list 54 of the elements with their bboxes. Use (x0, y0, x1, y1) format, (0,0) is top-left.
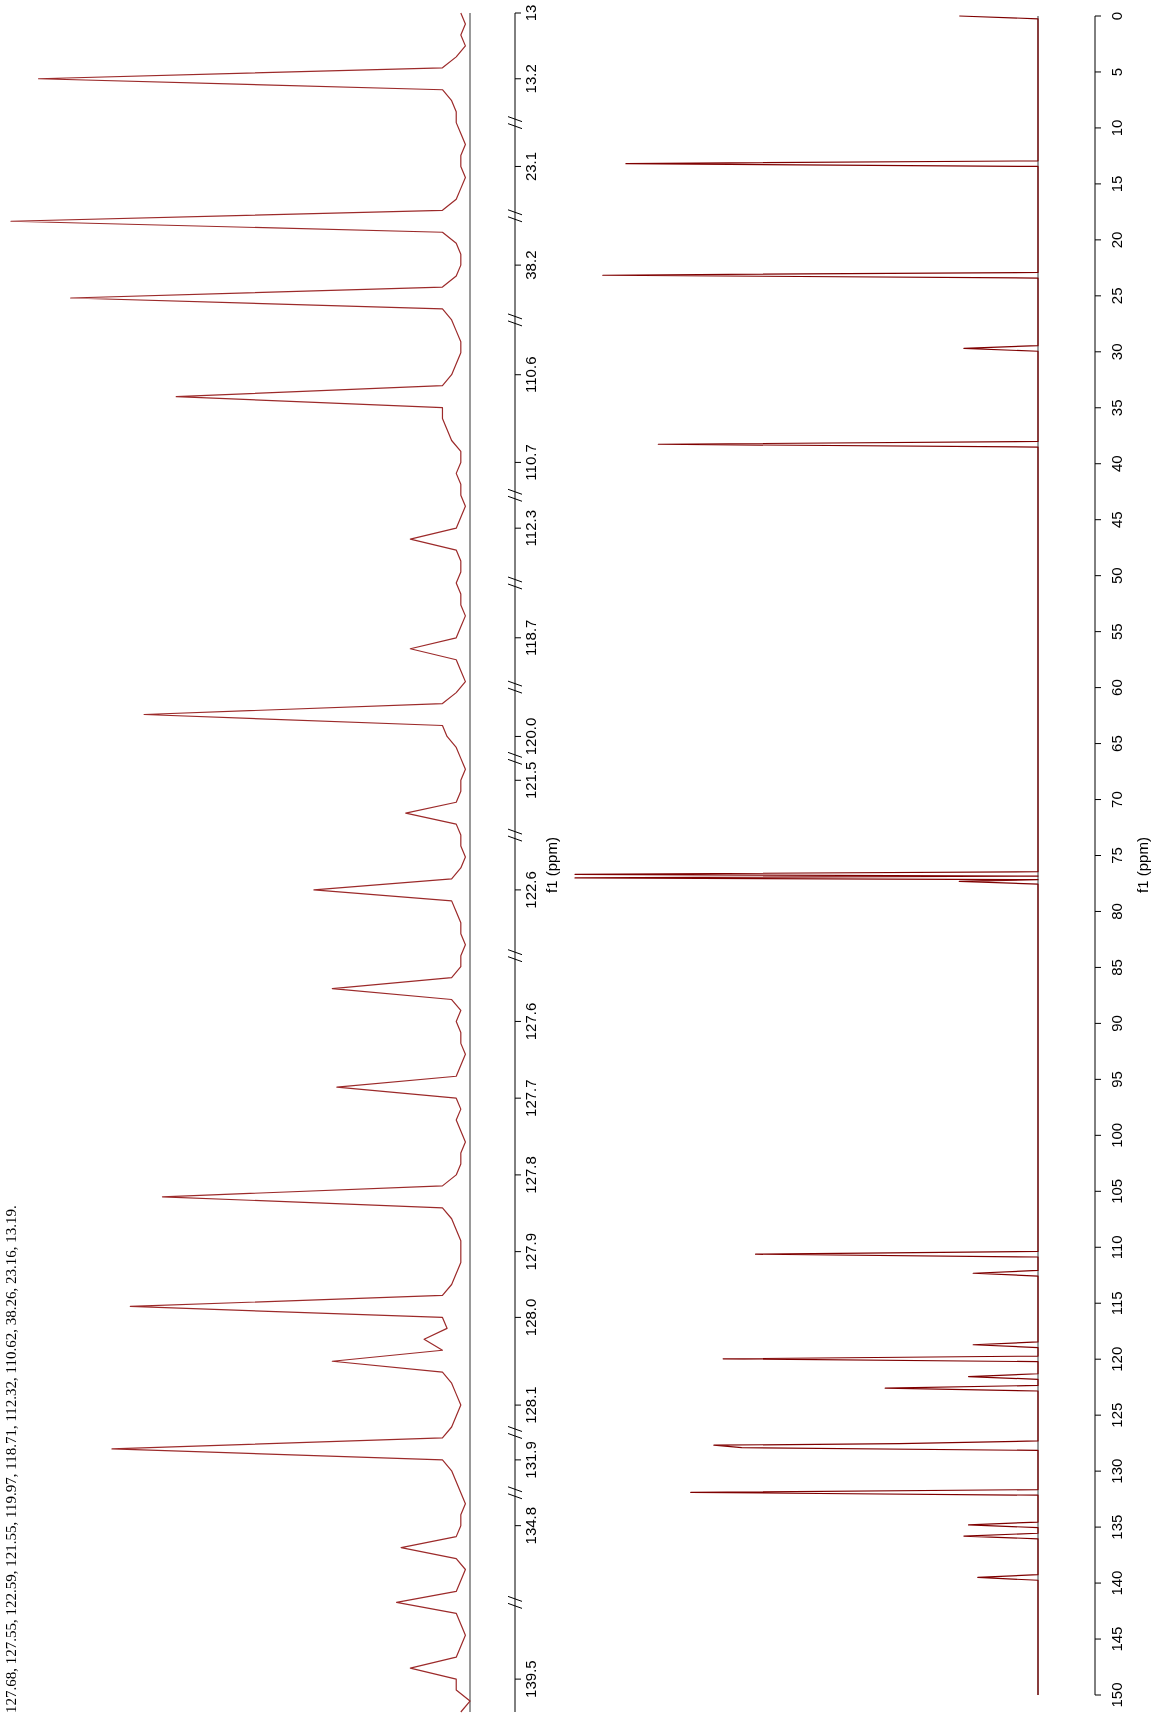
y-tick-label: 15 (1108, 175, 1125, 193)
y-tick-label: 127.9 (522, 1232, 539, 1271)
y-tick-label: 145 (1108, 1626, 1125, 1652)
y-tick-label: 30 (1108, 343, 1125, 361)
y-tick-label: 75 (1108, 847, 1125, 864)
y-tick-label: 130 (1108, 1458, 1125, 1484)
annotation: 127.68, 127.55, 122.59, 121.55, 119.97, 118.71, 112.32, 110.62, 38.26, 23.16, 13.19. (3, 1205, 19, 1713)
y-tick-label: 128.1 (522, 1386, 539, 1424)
y-tick-label: 112.3 (522, 509, 539, 547)
y-tick-label: 55 (1108, 623, 1125, 640)
y-tick-label: 40 (1108, 455, 1125, 473)
y-tick-label: 127.8 (522, 1156, 539, 1194)
y-tick-label: 100 (1108, 1122, 1125, 1148)
y-tick-label: 70 (1108, 791, 1125, 808)
y-tick-label: 140 (1108, 1570, 1125, 1596)
y-tick-label: 110.7 (522, 444, 539, 481)
y-tick-label: 122.6 (522, 871, 539, 909)
y-tick-label: 13.2 (522, 64, 539, 94)
y-tick-label: 134.8 (522, 1506, 539, 1545)
y-tick-label: 115 (1108, 1291, 1125, 1316)
y-tick-label: 35 (1108, 399, 1125, 417)
y-tick-label: 5 (1108, 67, 1125, 77)
y-tick-label: 125 (1108, 1402, 1125, 1428)
y-tick-label: 127.7 (522, 1079, 539, 1117)
y-tick-label: 80 (1108, 903, 1125, 920)
y-tick-label: 10 (1108, 119, 1125, 137)
y-tick-label: 60 (1108, 679, 1125, 696)
y-tick-label: 23.1 (522, 151, 539, 182)
y-tick-label: 120 (1108, 1346, 1125, 1372)
y-tick-label: 105 (1108, 1178, 1125, 1204)
y-tick-label: 25 (1108, 287, 1125, 305)
y-tick-label: 85 (1108, 959, 1125, 976)
y-tick-label: 45 (1108, 511, 1125, 529)
y-axis-title: f1 (ppm) (543, 837, 560, 893)
y-tick-label: 135 (1108, 1514, 1125, 1540)
y-tick-label: 110.6 (522, 356, 539, 393)
y-tick-label: 13 (522, 4, 539, 22)
y-tick-label: 90 (1108, 1015, 1125, 1032)
y-tick-label: 128.0 (522, 1298, 539, 1337)
y-axis-title: f1 (ppm) (1134, 837, 1151, 893)
y-tick-label: 139.5 (522, 1660, 539, 1698)
y-tick-label: 50 (1108, 567, 1125, 585)
y-tick-label: 121.5 (522, 761, 539, 800)
y-tick-label: 65 (1108, 735, 1125, 752)
y-tick-label: 20 (1108, 231, 1125, 249)
y-tick-label: 150 (1108, 1682, 1125, 1708)
y-tick-label: 131.9 (522, 1441, 539, 1479)
y-tick-label: 118.7 (522, 619, 539, 657)
y-tick-label: 120.0 (522, 717, 539, 756)
y-tick-label: 0 (1108, 11, 1125, 21)
y-tick-label: 95 (1108, 1071, 1125, 1088)
y-tick-label: 110 (1108, 1235, 1125, 1260)
y-tick-label: 38.2 (522, 250, 539, 280)
y-tick-label: 127.6 (522, 1002, 539, 1041)
